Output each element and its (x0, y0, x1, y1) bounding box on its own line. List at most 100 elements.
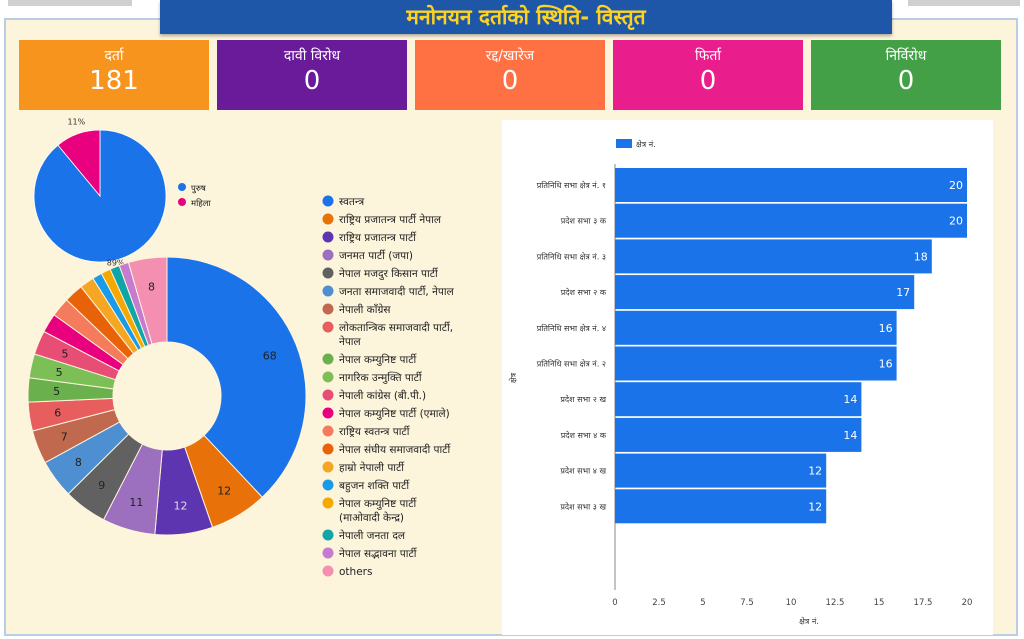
donut-slice-label: 5 (56, 366, 63, 379)
bar-value-label: 16 (879, 358, 893, 371)
legend-marker (322, 353, 334, 365)
bar (615, 203, 967, 238)
gender-pie-chart: 89% 11% पुरुष महिला (33, 118, 212, 267)
legend-marker (322, 249, 334, 261)
bar-value-label: 12 (808, 500, 822, 513)
legend-label: महिला (191, 198, 212, 209)
category-label: प्रदेश सभा २ ख (560, 394, 606, 404)
legend-label: नेपाल कम्युनिष्ट पार्टी (339, 497, 418, 510)
stat-value: 0 (501, 66, 519, 96)
stat-card-rejected: रद्द/खारेज 0 (415, 40, 605, 110)
x-axis-title: क्षेत्र नं. (799, 616, 819, 626)
donut-slice-label: 5 (53, 385, 60, 398)
legend-marker (322, 497, 334, 509)
bar (615, 382, 862, 417)
donut-slice-label: 68 (263, 349, 277, 362)
x-tick-label: 0 (612, 598, 617, 608)
bar (615, 453, 827, 488)
legend-marker (178, 198, 186, 206)
legend-label: हाम्रो नेपाली पार्टी (339, 461, 405, 474)
legend-label: others (339, 566, 372, 578)
legend-label: नेपाली कांग्रेस (बी.पी.) (339, 389, 426, 402)
legend-label: नेपाली काँग्रेस (339, 303, 391, 316)
legend-marker (322, 565, 334, 577)
donut-slice-label: 11 (129, 496, 143, 509)
legend-label: नेपाल सद्भावना पार्टी (339, 547, 418, 560)
legend-label: जनमत पार्टी (जपा) (339, 249, 413, 262)
category-label: प्रतिनिधि सभा क्षेत्र नं. ३ (537, 251, 606, 261)
right-tab-decoration (908, 0, 1020, 6)
x-tick-label: 7.5 (740, 598, 754, 608)
bar-value-label: 14 (843, 429, 857, 442)
legend-label: राष्ट्रिय प्रजातन्त्र पार्टी (339, 231, 417, 244)
stat-value: 0 (897, 66, 915, 96)
legend-marker (322, 425, 334, 437)
category-label: प्रतिनिधि सभा क्षेत्र नं. २ (537, 359, 606, 369)
category-label: प्रदेश सभा ४ ख (560, 466, 606, 476)
legend-marker (322, 547, 334, 559)
legend-label: नेपाल (339, 335, 362, 348)
stat-card-withdrawn: फिर्ता 0 (613, 40, 803, 110)
stat-value: 181 (89, 66, 139, 96)
legend-marker (322, 303, 334, 315)
donut-slice (127, 256, 168, 345)
category-label: प्रतिनिधि सभा क्षेत्र नं. ४ (537, 323, 606, 333)
donut-slice-label: 8 (148, 281, 155, 294)
donut-slice-label: 12 (174, 500, 188, 513)
stat-label: निर्विरोध (885, 48, 927, 64)
stat-value: 0 (699, 66, 717, 96)
donut-slice-label: 9 (98, 479, 105, 492)
pie-slice-label: 11% (67, 118, 85, 127)
pie-slice-label: 89% (107, 258, 125, 267)
bar-value-label: 18 (914, 250, 928, 263)
donut-slice-label: 8 (75, 456, 82, 469)
constituency-bar-chart: क्षेत्र नं. 20 प्रतिनिधि सभा क्षेत्र नं. १… (508, 139, 972, 626)
legend-marker (322, 195, 334, 207)
page-title: मनोनयन दर्ताको स्थिति- विस्तृत (406, 5, 646, 29)
legend-label: जनता समाजवादी पार्टी, नेपाल (339, 285, 455, 298)
bar (615, 346, 897, 381)
donut-slice (166, 256, 307, 498)
legend-marker (322, 371, 334, 383)
legend-label: पुरुष (191, 184, 207, 194)
stat-label: दर्ता (104, 48, 124, 64)
category-label: प्रदेश सभा २ क (561, 287, 607, 297)
bar (615, 239, 932, 274)
bar (615, 275, 915, 310)
x-tick-label: 10 (786, 598, 797, 608)
title-bar: मनोनयन दर्ताको स्थिति- विस्तृत (160, 0, 892, 34)
stat-card-unopposed: निर्विरोध 0 (811, 40, 1001, 110)
legend-label: क्षेत्र नं. (636, 139, 656, 149)
donut-slice-label: 12 (217, 485, 231, 498)
legend-label: बहुजन शक्ति पार्टी (339, 479, 410, 493)
stat-label: रद्द/खारेज (485, 48, 535, 64)
legend-label: नेपाल मजदुर किसान पार्टी (339, 267, 439, 281)
legend-marker (322, 479, 334, 491)
legend-label: नेपाल कम्युनिष्ट पार्टी (एमाले) (339, 407, 450, 420)
legend-label: नागरिक उन्मुक्ति पार्टी (339, 371, 423, 384)
legend-marker (322, 285, 334, 297)
legend-marker (322, 443, 334, 455)
stat-label: दावी विरोध (283, 48, 341, 64)
bar-value-label: 20 (949, 179, 963, 192)
x-tick-label: 17.5 (914, 598, 933, 608)
category-label: प्रदेश सभा ३ ख (560, 501, 606, 511)
bar (615, 417, 862, 452)
legend-label: नेपाल संघीय समाजवादी पार्टी (339, 443, 451, 456)
x-tick-label: 15 (874, 598, 885, 608)
bar-value-label: 12 (808, 465, 822, 478)
bar (615, 489, 827, 524)
legend-marker (322, 529, 334, 541)
legend-label: (माओवादी केन्द्र) (339, 511, 404, 524)
x-tick-label: 2.5 (652, 598, 666, 608)
stat-card-claims: दावी विरोध 0 (217, 40, 407, 110)
donut-slice-label: 6 (54, 406, 61, 419)
pie-slice (57, 129, 101, 198)
category-label: प्रदेश सभा ४ क (561, 430, 607, 440)
legend-marker (322, 389, 334, 401)
category-label: प्रतिनिधि सभा क्षेत्र नं. १ (537, 180, 606, 190)
legend-marker (178, 183, 186, 191)
legend-label: राष्ट्रिय प्रजातन्त्र पार्टी नेपाल (339, 213, 442, 226)
